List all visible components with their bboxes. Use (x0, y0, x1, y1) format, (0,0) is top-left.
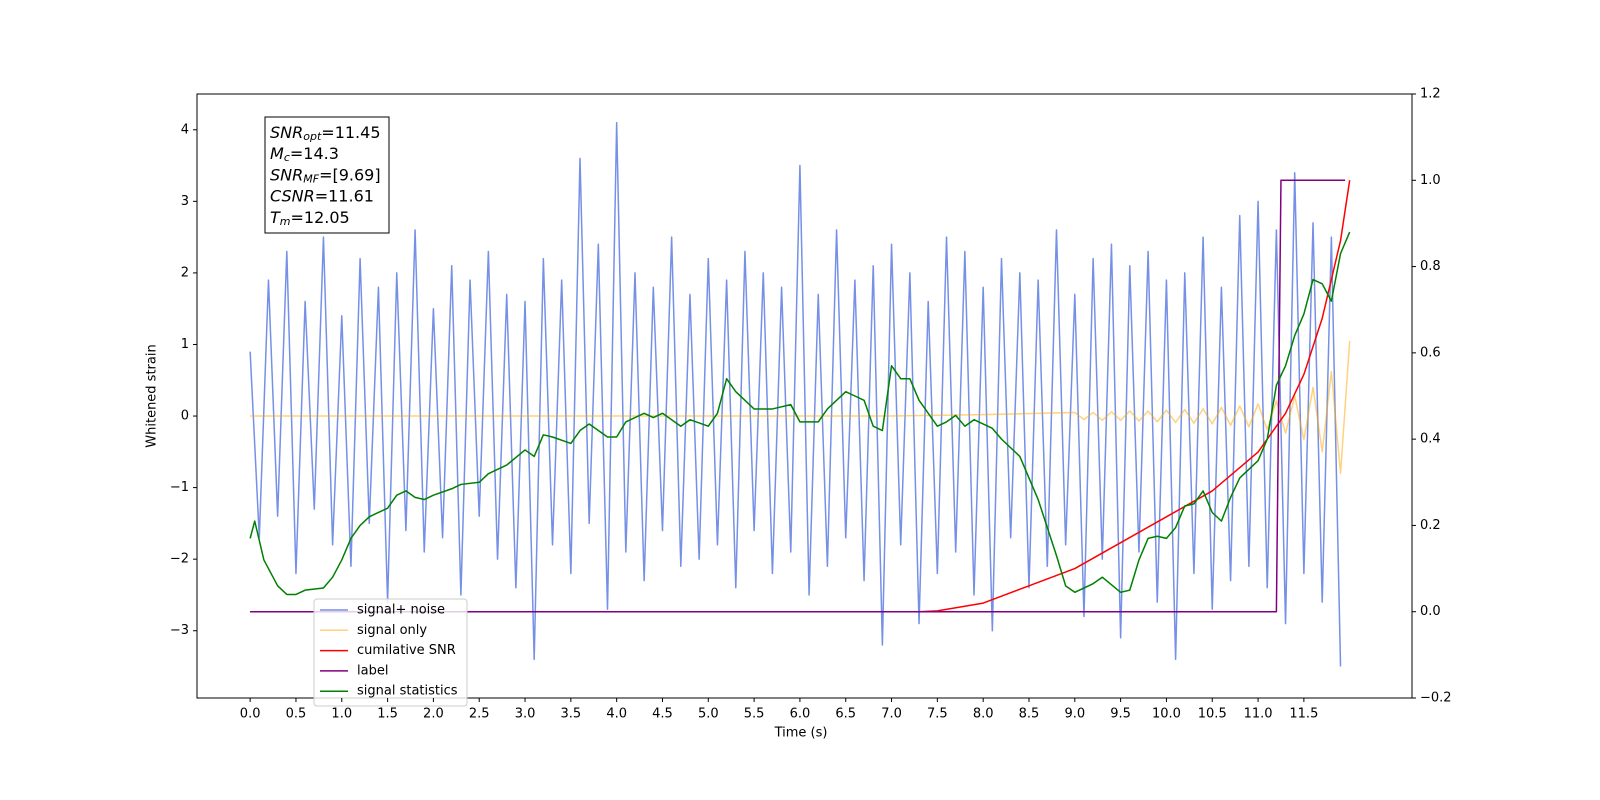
annotation-line: Mc=14.3 (270, 144, 339, 165)
x-tick-label: 1.0 (331, 707, 352, 722)
x-tick-label: 4.0 (606, 707, 627, 722)
legend-label: signal only (357, 623, 427, 638)
annotation-value: =[9.69] (319, 165, 381, 184)
y2-tick-label: 0.6 (1420, 345, 1441, 360)
x-tick-label: 6.5 (835, 707, 856, 722)
y-tick-label: −1 (170, 480, 189, 495)
annotation-line: SNRMF=[9.69] (270, 165, 381, 186)
y-tick-label: −3 (170, 623, 189, 638)
x-tick-label: 6.0 (790, 707, 811, 722)
x-tick-label: 7.0 (881, 707, 902, 722)
annotation-subscript: MF (303, 172, 319, 185)
y-tick-label: 3 (181, 194, 189, 209)
y2-tick-label: 1.0 (1420, 173, 1441, 188)
y2-tick-label: 0.8 (1420, 259, 1441, 274)
annotation-subscript: c (284, 151, 290, 164)
series-line (250, 180, 1351, 613)
annotation-frame (264, 116, 390, 234)
series-line (249, 231, 1351, 596)
y-tick-label: 4 (181, 122, 189, 137)
x-tick-label: 2.5 (469, 707, 490, 722)
x-tick-label: 8.5 (1019, 707, 1040, 722)
plot-frame (196, 93, 1413, 699)
x-tick-label: 10.5 (1198, 707, 1227, 722)
legend-label: cumilative SNR (357, 643, 456, 658)
x-tick-label: 5.0 (698, 707, 719, 722)
y2-tick-label: 0.4 (1420, 432, 1441, 447)
y2-tick-label: 0.2 (1420, 518, 1441, 533)
series-line (250, 340, 1351, 475)
x-tick-label: 11.5 (1289, 707, 1318, 722)
x-tick-label: 5.5 (744, 707, 765, 722)
annotation-value: =11.45 (321, 123, 380, 142)
x-tick-label: 7.5 (927, 707, 948, 722)
annotation-line: CSNR=11.61 (270, 186, 374, 205)
annotation-symbol: SNR (270, 165, 303, 184)
legend-label: label (357, 663, 388, 678)
legend-frame (313, 598, 468, 707)
x-tick-label: 10.0 (1152, 707, 1181, 722)
y2-tick-label: 1.2 (1420, 87, 1441, 102)
legend-label: signal+ noise (357, 603, 445, 618)
x-tick-label: 1.5 (377, 707, 398, 722)
y2-tick-label: 0.0 (1420, 604, 1441, 619)
annotation-line: SNRopt=11.45 (270, 123, 381, 144)
annotation-box: SNRopt=11.45Mc=14.3SNRMF=[9.69]CSNR=11.6… (264, 116, 390, 234)
y-tick-label: 1 (181, 337, 189, 352)
y-tick-label: −2 (170, 552, 189, 567)
x-tick-label: 3.5 (561, 707, 582, 722)
annotation-subscript: m (280, 215, 291, 228)
plot-lines (249, 121, 1351, 667)
legend-label: signal statistics (357, 684, 458, 699)
x-tick-label: 3.0 (515, 707, 536, 722)
annotation-symbol: T (270, 207, 281, 226)
annotation-subscript: opt (303, 130, 322, 143)
x-tick-label: 9.5 (1110, 707, 1131, 722)
annotation-line: Tm=12.05 (270, 207, 350, 228)
x-tick-label: 11.0 (1244, 707, 1273, 722)
x-tick-label: 9.0 (1064, 707, 1085, 722)
legend: signal+ noise signal only cumilative SNR la… (313, 598, 468, 707)
x-tick-label: 0.5 (286, 707, 307, 722)
x-tick-label: 8.0 (973, 707, 994, 722)
annotation-value: =12.05 (291, 207, 350, 226)
x-tick-label: 4.5 (652, 707, 673, 722)
annotation-value: =14.3 (290, 144, 339, 163)
y2-tick-label: −0.2 (1420, 691, 1452, 706)
annotation-symbol: CSNR (270, 186, 315, 205)
y-axis-label: Whitened strain (145, 344, 160, 447)
x-axis-label: Time (s) (774, 726, 828, 741)
annotation-value: =11.61 (315, 186, 374, 205)
series-line (250, 179, 1346, 613)
y-tick-label: 0 (181, 409, 189, 424)
annotation-symbol: M (270, 144, 284, 163)
y-tick-label: 2 (181, 265, 189, 280)
series-line (249, 121, 1342, 667)
annotation-symbol: SNR (270, 123, 303, 142)
x-tick-label: 2.0 (423, 707, 444, 722)
x-tick-label: 0.0 (240, 707, 261, 722)
